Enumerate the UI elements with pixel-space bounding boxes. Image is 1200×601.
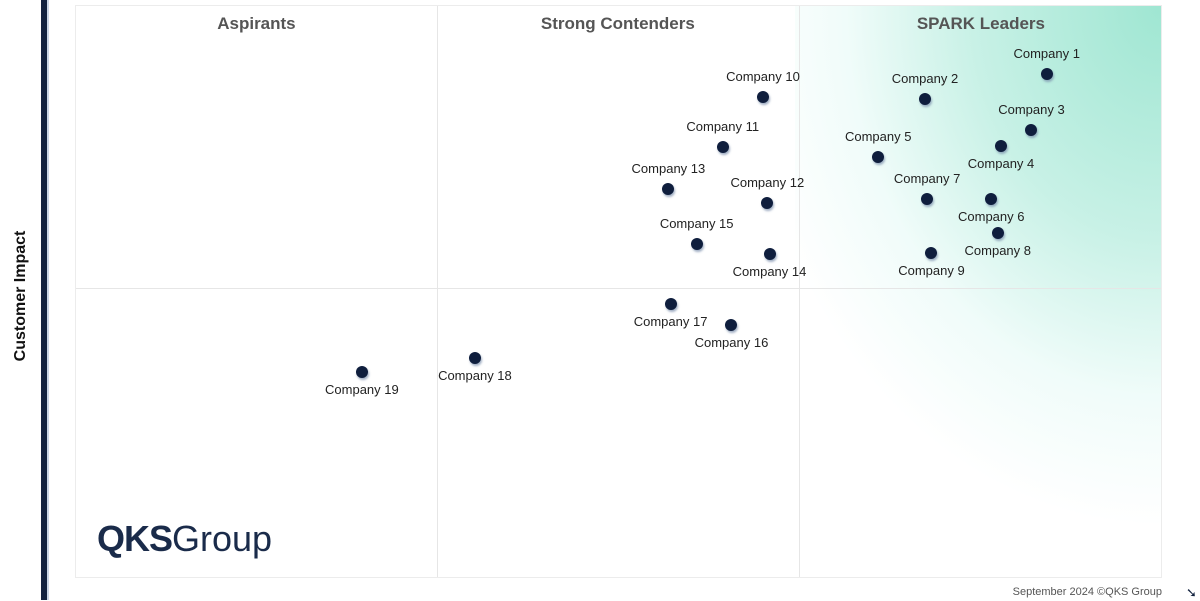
data-point[interactable] <box>664 297 677 310</box>
quadrant-divider-horizontal <box>76 287 1161 289</box>
data-point-label: Company 7 <box>893 171 961 187</box>
data-point[interactable] <box>761 197 774 210</box>
data-point-label: Company 2 <box>891 70 959 86</box>
leaders-highlight <box>795 6 1161 579</box>
data-point-label: Company 5 <box>844 129 912 145</box>
data-point-label: Company 6 <box>958 209 1025 225</box>
data-point-label: Company 16 <box>694 335 769 351</box>
data-point[interactable] <box>690 237 703 250</box>
quadrant-divider-vertical <box>798 6 800 577</box>
data-point-label: Company 18 <box>438 368 512 384</box>
data-point-label: Company 11 <box>686 118 760 134</box>
data-point-label: Company 10 <box>726 69 800 85</box>
plot-area: Aspirants Strong Contenders SPARK Leaders C… <box>75 5 1162 579</box>
data-point[interactable] <box>756 91 769 104</box>
data-point[interactable] <box>662 182 675 195</box>
data-point[interactable] <box>918 92 931 105</box>
data-point-label: Company 3 <box>998 101 1065 117</box>
data-point-label: Company 1 <box>1013 46 1080 62</box>
quadrant-divider-vertical <box>436 6 438 577</box>
data-point-label: Company 15 <box>659 215 734 231</box>
data-point-label: Company 9 <box>898 262 965 278</box>
data-point[interactable] <box>991 226 1004 239</box>
data-point[interactable] <box>1040 68 1053 81</box>
data-point-label: Company 19 <box>325 382 399 398</box>
y-axis-label: Customer Impact <box>12 230 29 362</box>
data-point[interactable] <box>985 193 998 206</box>
data-point-label: Company 4 <box>967 155 1035 171</box>
data-point-label: Company 14 <box>732 264 807 280</box>
data-point[interactable] <box>763 248 776 261</box>
data-point-label: Company 8 <box>964 242 1032 258</box>
footer-credit: September 2024 ©QKS Group <box>1012 586 1162 598</box>
data-point-label: Company 13 <box>631 160 706 176</box>
data-point[interactable] <box>921 193 934 206</box>
quadrant-title: Aspirants <box>217 14 296 33</box>
data-point[interactable] <box>468 352 481 365</box>
data-point[interactable] <box>716 140 729 153</box>
data-point[interactable] <box>725 319 738 332</box>
qks-group-logo: QKSGroup <box>97 518 273 559</box>
data-point[interactable] <box>995 139 1008 152</box>
data-point[interactable] <box>355 366 368 379</box>
data-point-label: Company 12 <box>730 175 805 191</box>
y-axis-bar <box>41 0 49 600</box>
data-point[interactable] <box>872 151 885 164</box>
quadrant-title: SPARK Leaders <box>916 14 1046 33</box>
data-point[interactable] <box>1025 123 1038 136</box>
arrow-icon: ➘ <box>1186 585 1197 600</box>
data-point[interactable] <box>925 246 938 259</box>
data-point-label: Company 17 <box>633 313 708 329</box>
quadrant-title: Strong Contenders <box>540 14 695 33</box>
